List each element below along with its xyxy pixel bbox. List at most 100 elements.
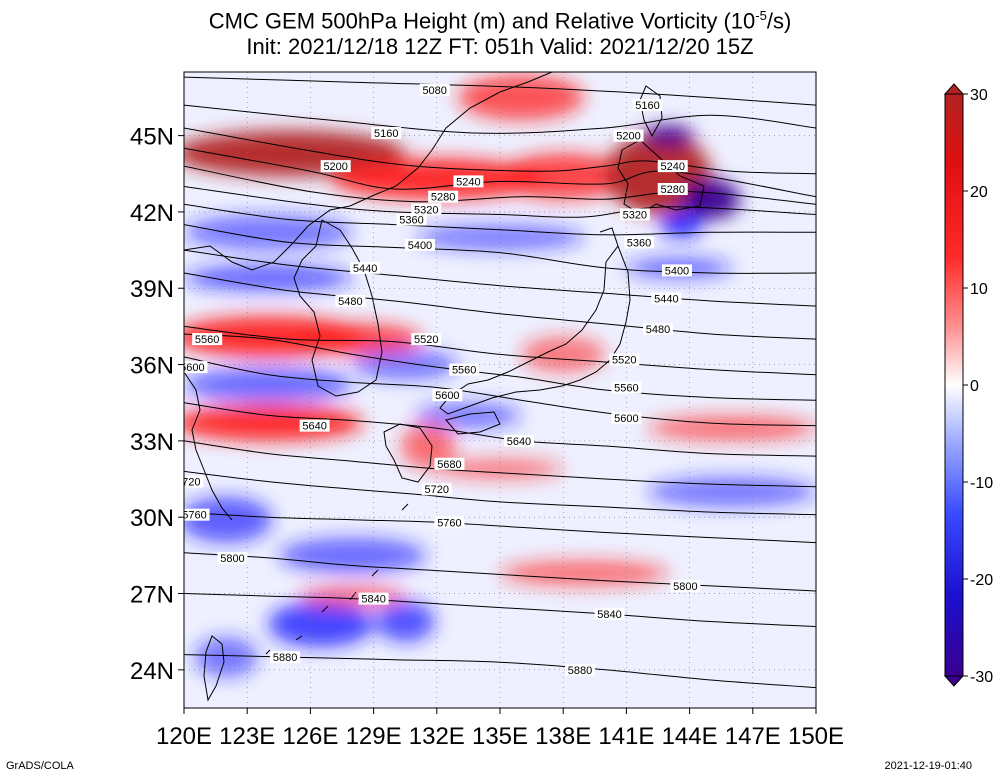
contour-label-bg	[434, 457, 465, 470]
vorticity-cell	[500, 153, 627, 200]
contour-label: 5800	[220, 553, 244, 565]
colorbar-min-arrow	[943, 675, 965, 687]
contour-label-bg	[432, 389, 463, 402]
contour-label-bg	[661, 264, 692, 277]
contour-label: 5800	[673, 581, 697, 593]
vorticity-cell	[184, 265, 353, 291]
contour-label: 5320	[623, 209, 647, 221]
contour-label: 5560	[614, 382, 638, 394]
contour-label-bg	[350, 261, 381, 274]
contour-label-bg	[320, 160, 351, 173]
contour-label-bg	[657, 160, 688, 173]
contour-label-bg	[565, 663, 596, 676]
height-contour-5440	[184, 249, 816, 307]
y-tick-label: 27N	[130, 582, 174, 609]
vorticity-cell	[643, 125, 694, 146]
height-contours	[184, 76, 816, 689]
contour-label: 5560	[195, 334, 219, 346]
vorticity-cell	[647, 476, 816, 508]
contour-label-bg	[404, 238, 435, 251]
height-contour-5480	[184, 272, 816, 340]
x-tick-label: 120E	[156, 723, 212, 750]
height-contour-5400	[184, 224, 816, 274]
contour-label-bg	[396, 213, 427, 226]
vorticity-cell	[184, 405, 364, 441]
height-contour-5280	[184, 165, 816, 205]
colorbar-tick-label: 10	[970, 281, 988, 298]
contour-label: 5080	[422, 85, 446, 97]
map-title-line1: CMC GEM 500hPa Height (m) and Relative V…	[208, 8, 792, 34]
height-contour-5080	[184, 76, 816, 106]
contour-label: 5240	[456, 176, 480, 188]
coastline-taiwan	[203, 635, 225, 702]
contour-label-bg	[411, 333, 442, 346]
coastline-japan-hokkaido	[617, 139, 705, 215]
height-contour-5680	[184, 440, 816, 488]
y-tick-label: 36N	[130, 353, 174, 380]
y-tick-label: 45N	[130, 124, 174, 151]
x-tick-label: 144E	[662, 723, 718, 750]
contour-label-bg	[449, 363, 480, 376]
contour-label: 5600	[614, 413, 638, 425]
vorticity-cell	[681, 178, 741, 220]
contour-label-bg	[611, 381, 642, 394]
coastline-ryukyu	[265, 503, 409, 655]
height-contour-5200	[184, 127, 816, 175]
vorticity-cell	[184, 214, 353, 251]
contour-label-bg	[453, 175, 484, 188]
colorbar-tick-label: -30	[970, 669, 993, 686]
contour-label: 5520	[414, 334, 438, 346]
contour-label-bg	[421, 483, 452, 496]
y-tick-label: 24N	[130, 658, 174, 685]
contour-label: 5200	[323, 161, 347, 173]
vorticity-cell	[268, 601, 374, 647]
vorticity-cell	[278, 537, 427, 574]
vorticity-cell	[647, 415, 816, 441]
x-tick-label: 132E	[409, 723, 465, 750]
vorticity-cell	[295, 323, 423, 355]
contour-label-bg	[184, 361, 208, 374]
x-tick-label: 150E	[788, 723, 844, 750]
x-tick-label: 141E	[598, 723, 654, 750]
contour-label-bg	[335, 294, 366, 307]
contour-label-bg	[619, 208, 650, 221]
coastline-china-east	[184, 371, 233, 521]
vorticity-height-map: 5080516051605200520052405240528052805320…	[130, 71, 993, 750]
contour-label-bg	[184, 508, 210, 521]
colorbar-gradient	[944, 93, 964, 677]
vorticity-cell	[375, 601, 435, 642]
y-axis: 45N 42N 39N 36N 33N 30N 27N 24N	[130, 124, 184, 685]
vorticity-cell	[436, 458, 564, 480]
footer-credit: GrADS/COLA	[6, 760, 74, 772]
vorticity-cell	[500, 560, 669, 586]
colorbar-tick-label: 30	[970, 87, 988, 104]
vorticity-cell	[521, 336, 606, 373]
contour-label-bg	[270, 651, 301, 664]
contour-label: 5480	[646, 324, 670, 336]
coastline-japan-kyushu	[383, 423, 433, 483]
colorbar-tick-label: 0	[970, 378, 979, 395]
x-tick-label: 138E	[535, 723, 591, 750]
contour-label-bg	[411, 203, 442, 216]
height-contour-5560	[184, 333, 816, 401]
x-tick-label: 123E	[219, 723, 275, 750]
x-axis: 120E 123E 126E 129E 132E 135E 138E 141E 144E 147E…	[156, 708, 844, 750]
contour-label: 5600	[180, 362, 204, 374]
contour-label: 5280	[661, 184, 685, 196]
contour-label: 5440	[353, 263, 377, 275]
contour-label: 5160	[374, 128, 398, 140]
contour-label: 5760	[437, 517, 461, 529]
contour-label-bg	[613, 129, 644, 142]
height-contour-5840	[184, 593, 816, 628]
contour-label: 5480	[338, 296, 362, 308]
y-tick-label: 42N	[130, 200, 174, 227]
contour-label-bg	[624, 236, 655, 249]
contour-label: 5720	[425, 484, 449, 496]
contour-label-bg	[503, 434, 534, 447]
contour-label: 5400	[408, 240, 432, 252]
contour-label-bg	[371, 127, 402, 140]
contour-label: 5720	[176, 477, 200, 489]
contour-label-bg	[428, 190, 459, 203]
contour-label-bg	[434, 516, 465, 529]
contour-label: 5760	[182, 510, 206, 522]
